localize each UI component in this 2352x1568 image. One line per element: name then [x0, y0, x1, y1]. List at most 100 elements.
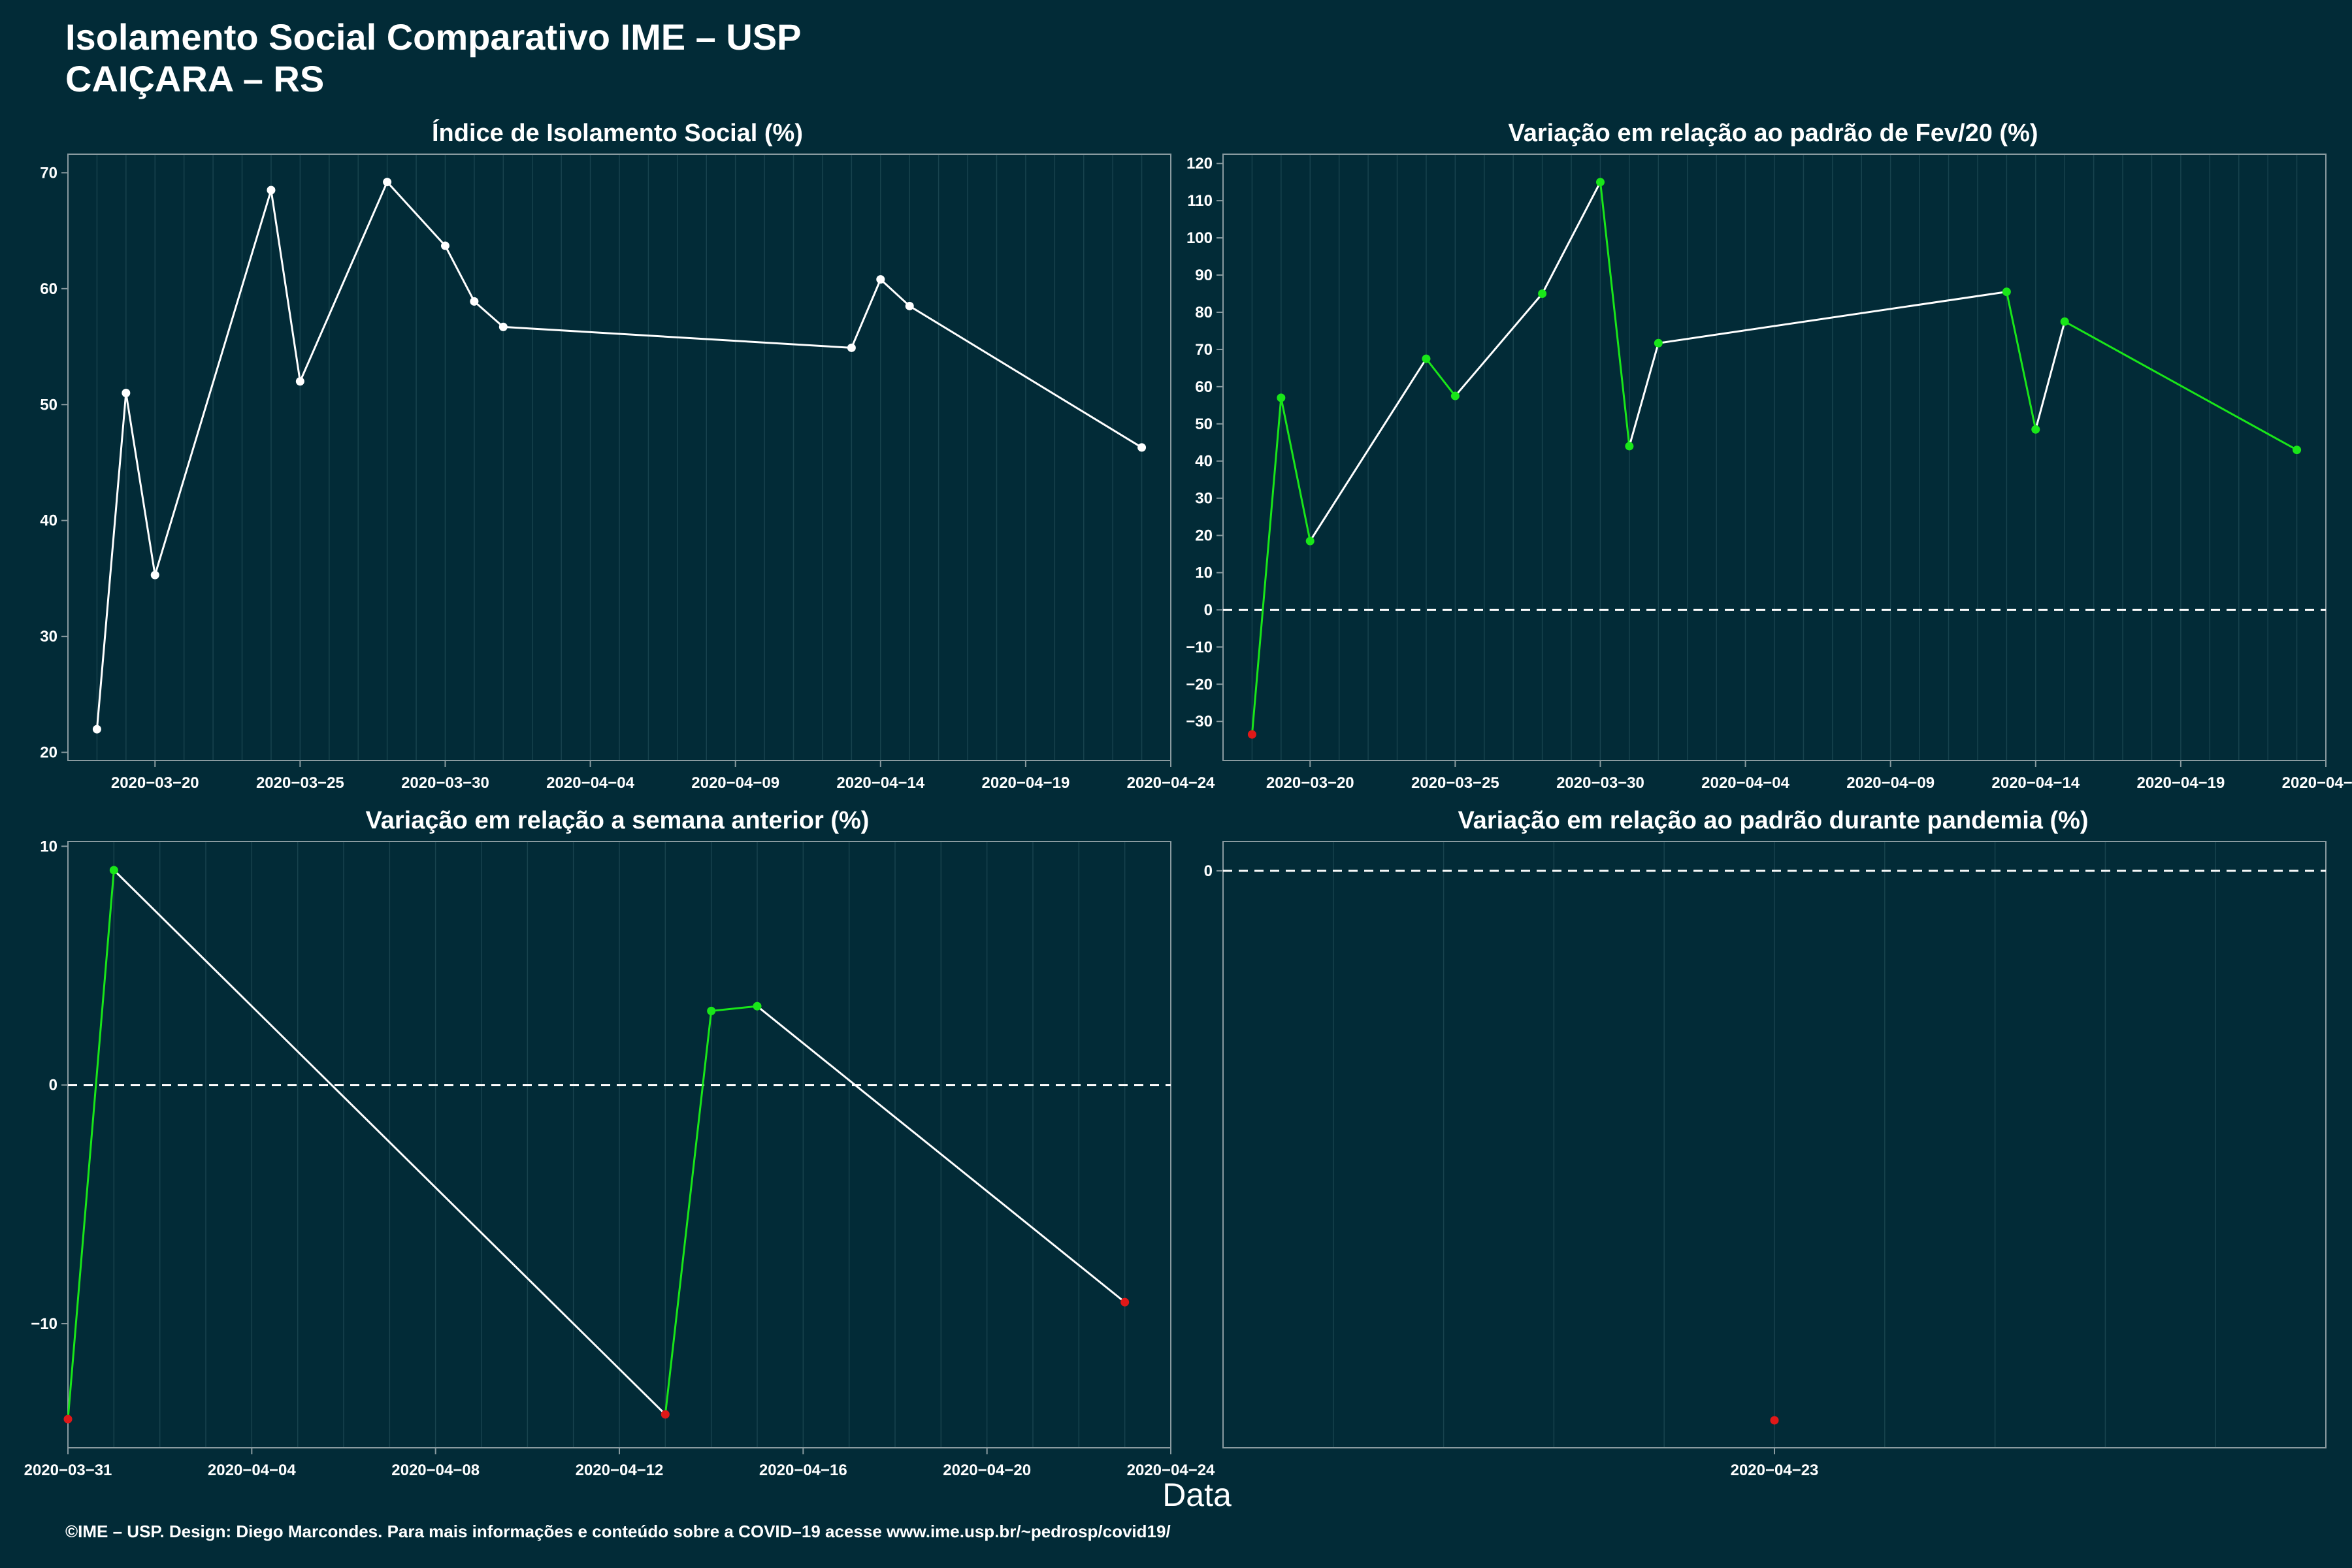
series-segment — [270, 189, 301, 382]
y-tick-label: 90 — [1195, 267, 1213, 284]
series-segment — [850, 279, 882, 348]
data-point — [1538, 289, 1547, 298]
data-point — [905, 301, 914, 310]
x-tick-label: 2020−04−24 — [2282, 774, 2352, 792]
panel-title: Variação em relação ao padrão de Fev/20 … — [1508, 120, 2038, 147]
series-segment — [444, 245, 476, 302]
data-point — [1137, 443, 1147, 452]
y-tick-label: 70 — [1195, 341, 1213, 359]
y-tick-label: 30 — [1195, 490, 1213, 508]
x-tick-label: 2020−03−20 — [111, 774, 199, 792]
y-tick-label: 50 — [40, 396, 57, 414]
data-point — [1770, 1416, 1779, 1425]
y-tick-label: 10 — [40, 838, 57, 855]
data-point — [2002, 287, 2011, 297]
y-tick-label: −10 — [31, 1315, 57, 1333]
data-point — [1625, 442, 1634, 451]
y-tick-label: 120 — [1186, 155, 1213, 172]
series-segment — [1541, 182, 1601, 295]
series-segment — [503, 325, 852, 349]
x-tick-label: 2020−03−30 — [401, 774, 489, 792]
y-tick-label: 80 — [1195, 304, 1213, 321]
series-segment — [125, 393, 156, 576]
y-tick-label: 10 — [1195, 564, 1213, 581]
series-segment — [2064, 320, 2298, 451]
data-point — [63, 1414, 73, 1424]
series-segment — [386, 181, 446, 247]
data-point — [1595, 178, 1605, 187]
data-point — [2060, 317, 2069, 326]
footer-caption: ©IME – USP. Design: Diego Marcondes. Par… — [65, 1522, 1171, 1541]
data-point — [876, 275, 885, 284]
chart-panel-2: Variação em relação ao padrão de Fev/20 … — [1186, 120, 2352, 792]
series-segment — [67, 870, 115, 1420]
series-segment — [1454, 293, 1543, 397]
panel-border — [67, 154, 1171, 761]
y-tick-label: 0 — [1204, 862, 1213, 880]
x-tick-label: 2020−03−25 — [256, 774, 344, 792]
x-tick-label: 2020−03−25 — [1411, 774, 1499, 792]
y-tick-label: 50 — [1195, 416, 1213, 433]
x-tick-label: 2020−04−24 — [1127, 774, 1215, 792]
y-tick-label: 40 — [40, 512, 57, 530]
panels: Índice de Isolamento Social (%) 20 30 40 50 6… — [24, 118, 2352, 1479]
y-tick-label: 40 — [1195, 453, 1213, 470]
chart-panel-3: Variação em relação a semana anterior (%… — [24, 807, 1215, 1479]
data-point — [2293, 446, 2302, 455]
y-tick-label: 110 — [1187, 192, 1213, 210]
y-tick-label: 20 — [40, 744, 57, 762]
series-segment — [1658, 291, 2007, 344]
data-point — [847, 343, 856, 352]
y-tick-label: 100 — [1186, 229, 1213, 247]
data-point — [1277, 393, 1286, 402]
series-segment — [1250, 397, 1282, 735]
y-tick-label: 0 — [49, 1077, 57, 1094]
data-point — [150, 570, 159, 580]
data-point — [470, 297, 479, 306]
data-point — [109, 866, 118, 875]
x-tick-label: 2020−04−20 — [943, 1462, 1031, 1479]
page-subtitle: CAIÇARA – RS — [65, 58, 324, 99]
chart-panel-1: Índice de Isolamento Social (%) 20 30 40 50 6… — [40, 118, 1215, 792]
x-tick-label: 2020−04−12 — [576, 1462, 664, 1479]
series-segment — [113, 869, 666, 1415]
series-segment — [154, 189, 272, 576]
data-point — [1305, 536, 1315, 546]
series-segment — [299, 181, 389, 382]
panel-title: Variação em relação a semana anterior (%… — [366, 807, 870, 834]
series-segment — [664, 1011, 713, 1415]
data-point — [92, 725, 101, 734]
series-segment — [879, 278, 911, 307]
data-point — [267, 186, 276, 195]
series-segment — [2034, 321, 2066, 430]
x-tick-label: 2020−04−04 — [1701, 774, 1789, 792]
series-segment — [473, 301, 504, 328]
series-segment — [1280, 397, 1311, 542]
x-tick-label: 2020−03−20 — [1266, 774, 1354, 792]
page-title: Isolamento Social Comparativo IME – USP — [65, 16, 802, 57]
data-point — [707, 1006, 716, 1015]
x-tick-label: 2020−04−23 — [1731, 1462, 1819, 1479]
y-tick-label: −20 — [1186, 676, 1213, 693]
x-tick-label: 2020−04−09 — [691, 774, 779, 792]
x-tick-label: 2020−04−09 — [1846, 774, 1935, 792]
data-point — [2031, 425, 2040, 434]
series-segment — [1425, 358, 1456, 397]
x-tick-label: 2020−04−08 — [391, 1462, 480, 1479]
panel-border — [1222, 154, 2327, 761]
x-tick-label: 2020−04−04 — [208, 1462, 296, 1479]
x-tick-label: 2020−04−14 — [1991, 774, 2080, 792]
series-segment — [1599, 182, 1631, 447]
data-point — [440, 241, 449, 250]
y-tick-label: −30 — [1186, 713, 1213, 730]
data-point — [1422, 354, 1431, 363]
series-segment — [1309, 358, 1428, 542]
x-tick-label: 2020−04−14 — [836, 774, 924, 792]
y-tick-label: 70 — [40, 164, 57, 182]
x-tick-label: 2020−04−16 — [759, 1462, 847, 1479]
x-tick-label: 2020−04−04 — [546, 774, 634, 792]
data-point — [295, 377, 304, 386]
y-tick-label: −10 — [1186, 638, 1213, 656]
data-point — [383, 178, 392, 187]
